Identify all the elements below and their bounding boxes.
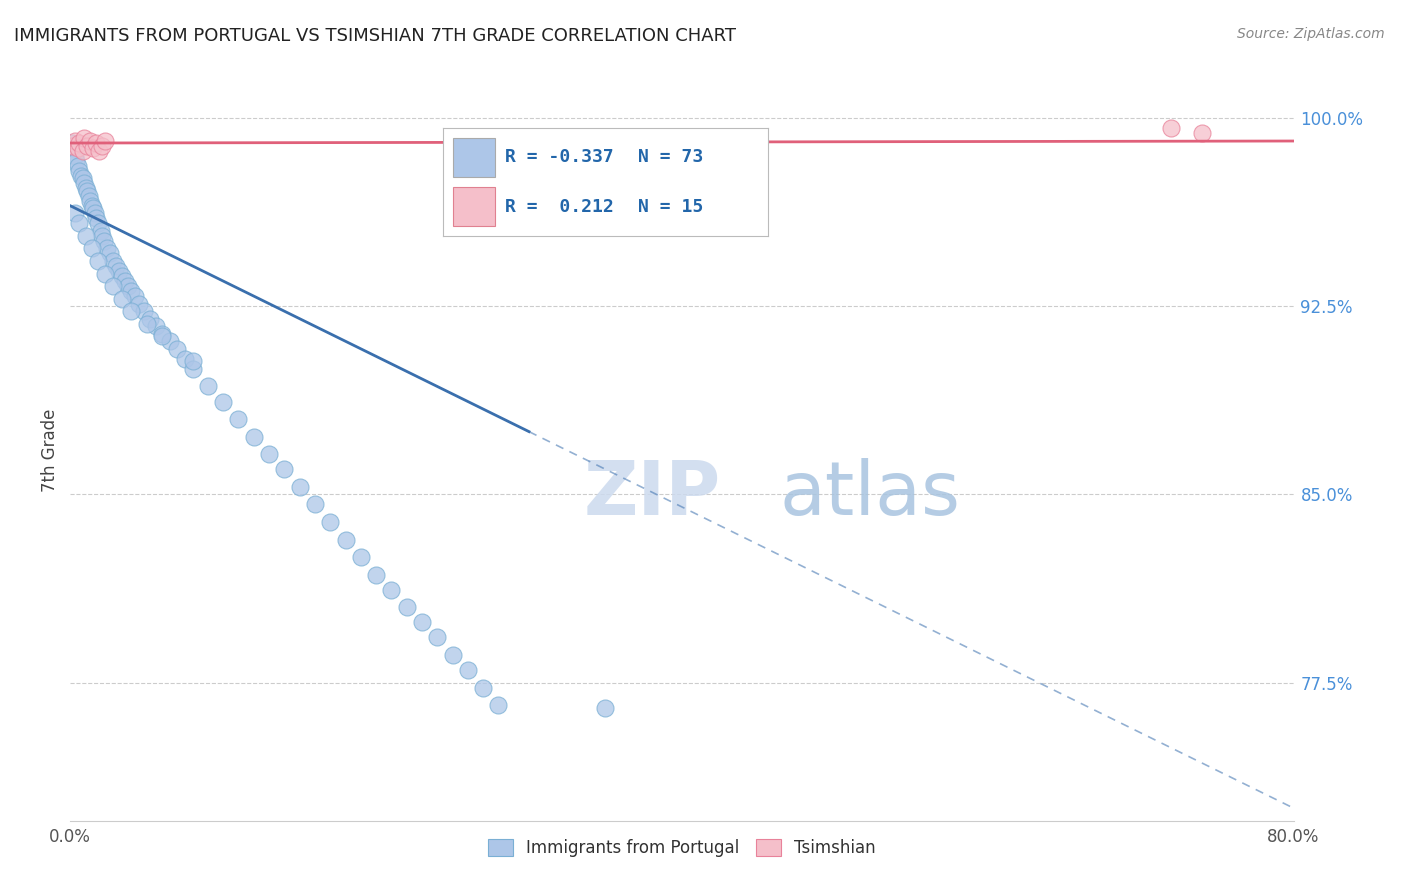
Point (87, 216, 110, 230)
Point (80, 199, 103, 213)
Point (94, 134, 117, 148)
Point (273, 462, 295, 476)
Legend: Immigrants from Portugal, Tsimshian: Immigrants from Portugal, Tsimshian (481, 832, 883, 864)
Point (166, 342, 188, 356)
Point (111, 292, 134, 306)
Point (73, 131, 96, 145)
Point (76, 184, 98, 198)
Point (83, 206, 105, 220)
Point (197, 379, 219, 393)
Point (66, 141, 89, 155)
Point (87, 254, 110, 268)
Text: Source: ZipAtlas.com: Source: ZipAtlas.com (1237, 27, 1385, 41)
Text: ZIP: ZIP (583, 458, 721, 532)
Point (335, 533, 357, 547)
Point (66, 159, 89, 173)
Point (69, 216, 91, 230)
Point (80, 242, 103, 256)
Point (91, 228, 114, 243)
Point (212, 394, 235, 409)
Point (135, 317, 157, 331)
Point (70, 169, 93, 183)
Point (228, 412, 250, 426)
Text: IMMIGRANTS FROM PORTUGAL VS TSIMSHIAN 7TH GRADE CORRELATION CHART: IMMIGRANTS FROM PORTUGAL VS TSIMSHIAN 7T… (14, 27, 737, 45)
Point (121, 304, 143, 318)
Point (82, 201, 104, 215)
Point (75, 181, 97, 195)
Point (108, 264, 131, 278)
Point (150, 326, 173, 341)
Point (159, 334, 181, 349)
Point (76, 138, 98, 153)
Point (181, 362, 204, 376)
Point (65, 153, 87, 168)
Point (96, 242, 118, 256)
Point (63, 134, 86, 148)
Text: atlas: atlas (780, 458, 960, 532)
Point (488, 698, 510, 713)
Point (150, 329, 173, 343)
Point (101, 254, 124, 268)
Point (117, 279, 139, 293)
Point (366, 567, 388, 582)
Point (94, 267, 117, 281)
Point (105, 259, 128, 273)
Point (1160, 120, 1182, 135)
Point (75, 228, 97, 243)
Point (457, 663, 479, 677)
Point (77, 188, 100, 202)
Point (426, 631, 449, 645)
Point (91, 138, 114, 153)
Point (257, 447, 280, 461)
Point (114, 274, 136, 288)
Point (72, 171, 94, 186)
Point (441, 648, 464, 662)
Point (101, 279, 124, 293)
Point (63, 148, 86, 162)
Point (472, 681, 495, 695)
Point (139, 311, 162, 326)
Point (111, 268, 134, 283)
Point (79, 134, 101, 148)
Point (93, 234, 115, 248)
Point (90, 224, 112, 238)
Point (73, 176, 96, 190)
Point (69, 163, 91, 178)
Point (132, 304, 155, 318)
Point (395, 600, 418, 615)
Point (72, 144, 94, 158)
Point (350, 550, 373, 565)
Point (128, 296, 150, 310)
Point (288, 480, 311, 494)
Point (145, 319, 167, 334)
Point (319, 515, 342, 529)
Point (63, 206, 86, 220)
Point (181, 354, 204, 368)
Point (121, 284, 143, 298)
Point (60, 136, 83, 150)
Y-axis label: 7th Grade: 7th Grade (41, 409, 59, 492)
Point (69, 136, 91, 150)
Point (62, 141, 84, 155)
Point (79, 194, 101, 208)
Point (82, 141, 104, 155)
Point (595, 700, 617, 714)
Point (380, 582, 402, 597)
Point (84, 136, 107, 150)
Point (174, 351, 197, 366)
Point (60, 138, 83, 153)
Point (1191, 126, 1213, 140)
Point (84, 211, 107, 226)
Point (411, 615, 433, 630)
Point (98, 246, 121, 260)
Point (304, 497, 326, 511)
Point (124, 289, 146, 303)
Point (89, 144, 111, 158)
Point (243, 430, 266, 444)
